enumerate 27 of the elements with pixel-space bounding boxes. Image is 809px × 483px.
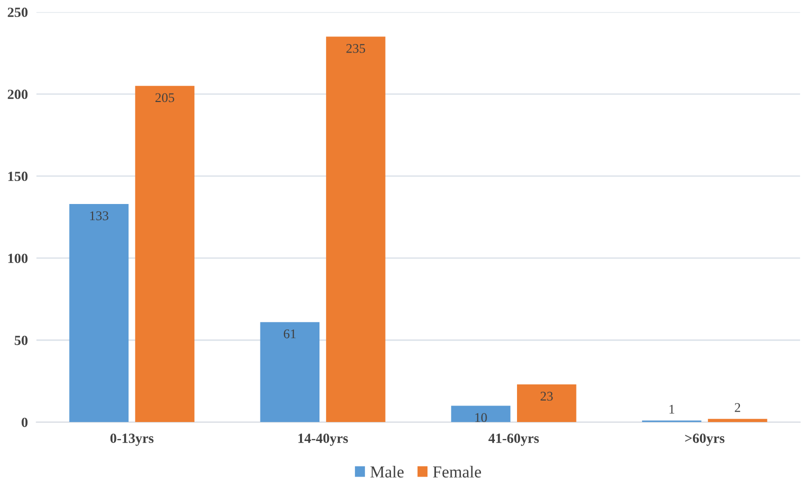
data-label: 10	[475, 413, 487, 422]
y-tick-label: 250	[8, 8, 28, 18]
bar	[69, 204, 129, 422]
data-label: 133	[90, 211, 108, 220]
y-tick-label: 200	[8, 90, 28, 100]
x-tick-label: 14-40yrs	[298, 434, 348, 446]
bar	[326, 36, 386, 422]
bar	[708, 418, 768, 422]
data-label: 205	[155, 93, 174, 102]
bar	[517, 384, 576, 422]
y-tick-label: 50	[14, 336, 28, 346]
data-label: 61	[284, 329, 296, 338]
data-label: 1	[670, 404, 674, 414]
bar	[135, 86, 194, 422]
data-label: 2	[734, 403, 740, 412]
y-tick-label: 150	[8, 172, 28, 182]
legend-label: Male	[370, 466, 404, 478]
x-tick-label: 41-60yrs	[488, 434, 539, 446]
data-label: 23	[540, 392, 553, 401]
legend-label: Female	[432, 466, 481, 478]
data-label: 235	[346, 44, 366, 53]
bar	[260, 322, 320, 422]
y-tick-label: 0	[22, 418, 28, 428]
x-tick-label: >60yrs	[685, 434, 724, 446]
y-tick-label: 100	[8, 254, 28, 264]
x-tick-label: 0-13yrs	[110, 434, 154, 446]
bar	[451, 406, 510, 422]
